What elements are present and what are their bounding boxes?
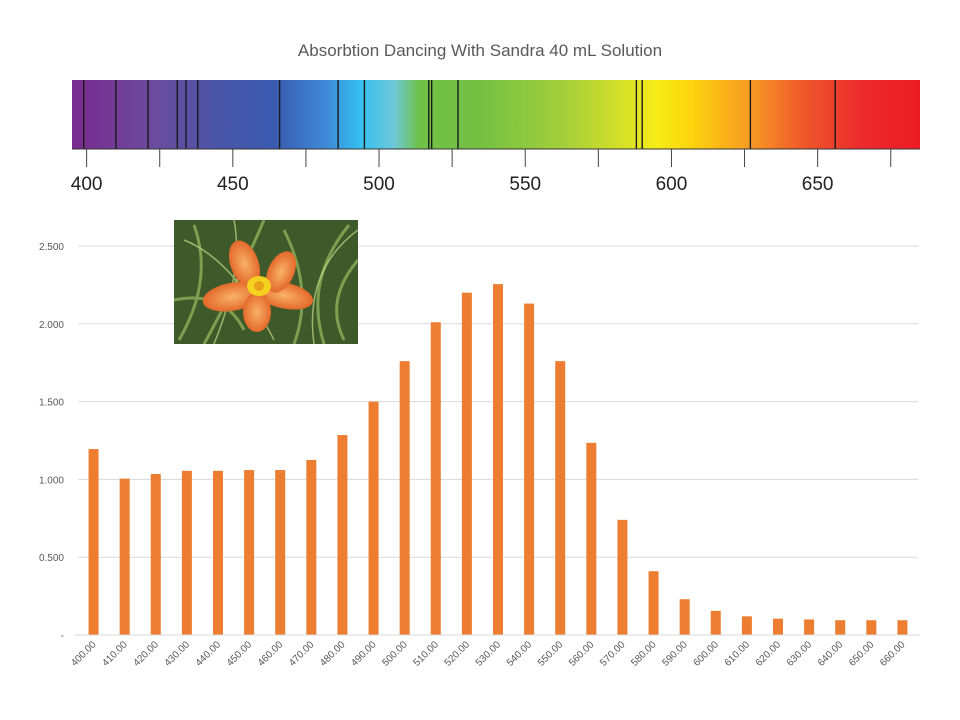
bar-470.00 xyxy=(306,459,317,635)
bar-520.00 xyxy=(461,292,472,635)
y-tick-label: 1.000 xyxy=(39,475,64,486)
x-tick-label: 470.00 xyxy=(287,639,317,669)
x-tick-label: 450.00 xyxy=(225,639,255,669)
x-tick-label: 490.00 xyxy=(349,639,379,669)
bar-620.00 xyxy=(773,618,783,635)
spectrum-tick-label: 500 xyxy=(363,174,395,195)
x-tick-label: 400.00 xyxy=(69,639,99,669)
y-tick-label: 2.500 xyxy=(39,242,64,253)
bar-650.00 xyxy=(866,620,877,635)
x-tick-label: 540.00 xyxy=(505,639,535,669)
spectrum-tick-label: 650 xyxy=(802,174,834,195)
x-tick-label: 570.00 xyxy=(598,639,628,669)
x-tick-label: 660.00 xyxy=(878,639,908,669)
x-tick-label: 530.00 xyxy=(474,639,504,669)
bar-580.00 xyxy=(648,571,659,635)
x-tick-label: 480.00 xyxy=(318,639,348,669)
absorption-lines xyxy=(82,80,836,149)
bar-440.00 xyxy=(213,470,223,635)
bar-590.00 xyxy=(679,599,690,635)
chart-title: Absorbtion Dancing With Sandra 40 mL Sol… xyxy=(297,41,663,60)
x-tick-label: 560.00 xyxy=(567,639,597,669)
bar-400.00 xyxy=(88,449,99,635)
bar-460.00 xyxy=(275,470,286,635)
bar-540.00 xyxy=(524,303,535,635)
x-tick-label: 630.00 xyxy=(785,639,815,669)
bar-530.00 xyxy=(493,284,503,635)
bar-550.00 xyxy=(555,361,566,635)
bar-510.00 xyxy=(430,322,441,635)
x-tick-label: 520.00 xyxy=(443,639,473,669)
bar-500.00 xyxy=(399,361,410,635)
bar-610.00 xyxy=(741,616,752,635)
spectrum-tick-label: 400 xyxy=(71,174,103,195)
bar-640.00 xyxy=(835,620,846,635)
bar-570.00 xyxy=(617,519,628,635)
y-tick-label: 0.500 xyxy=(39,553,64,564)
x-tick-label: 640.00 xyxy=(816,639,846,669)
spectrum-ticks xyxy=(86,149,892,167)
spectrum-tick-labels: 400 450 500 550 600 650 xyxy=(71,174,834,195)
spectrum-bar: 400 450 500 550 600 650 xyxy=(71,80,920,195)
x-tick-label: 650.00 xyxy=(847,639,877,669)
x-tick-label: 600.00 xyxy=(691,639,721,669)
y-tick-label: - xyxy=(61,631,64,642)
bar-450.00 xyxy=(244,470,255,635)
y-axis-tick-labels: - 0.500 1.000 1.500 2.000 2.500 xyxy=(39,242,64,642)
bar-410.00 xyxy=(119,478,130,635)
spectrum-tick-label: 450 xyxy=(217,174,249,195)
x-tick-label: 610.00 xyxy=(723,639,753,669)
spectrum-gradient xyxy=(72,80,920,149)
x-tick-label: 430.00 xyxy=(163,639,193,669)
bar-430.00 xyxy=(181,470,192,635)
bar-420.00 xyxy=(150,473,161,635)
x-tick-label: 440.00 xyxy=(194,639,224,669)
x-tick-label: 550.00 xyxy=(536,639,566,669)
bar-630.00 xyxy=(804,619,815,635)
flower-photo xyxy=(174,220,358,344)
x-tick-label: 420.00 xyxy=(131,639,161,669)
bar-480.00 xyxy=(337,435,348,635)
x-tick-label: 590.00 xyxy=(660,639,690,669)
bar-660.00 xyxy=(897,620,908,635)
x-tick-label: 460.00 xyxy=(256,639,286,669)
x-tick-label: 620.00 xyxy=(754,639,784,669)
x-tick-label: 410.00 xyxy=(100,639,130,669)
y-tick-label: 2.000 xyxy=(39,320,64,331)
bar-490.00 xyxy=(368,401,379,635)
y-tick-label: 1.500 xyxy=(39,398,64,409)
bar-series xyxy=(88,284,908,635)
bar-560.00 xyxy=(586,442,597,635)
x-tick-label: 580.00 xyxy=(629,639,659,669)
x-axis-tick-labels: 400.00 410.00 420.00 430.00 440.00 450.00 460.… xyxy=(69,639,908,669)
bar-600.00 xyxy=(710,610,721,635)
spectrum-tick-label: 600 xyxy=(656,174,688,195)
x-tick-label: 500.00 xyxy=(380,639,410,669)
spectrum-tick-label: 550 xyxy=(509,174,541,195)
x-tick-label: 510.00 xyxy=(411,639,441,669)
